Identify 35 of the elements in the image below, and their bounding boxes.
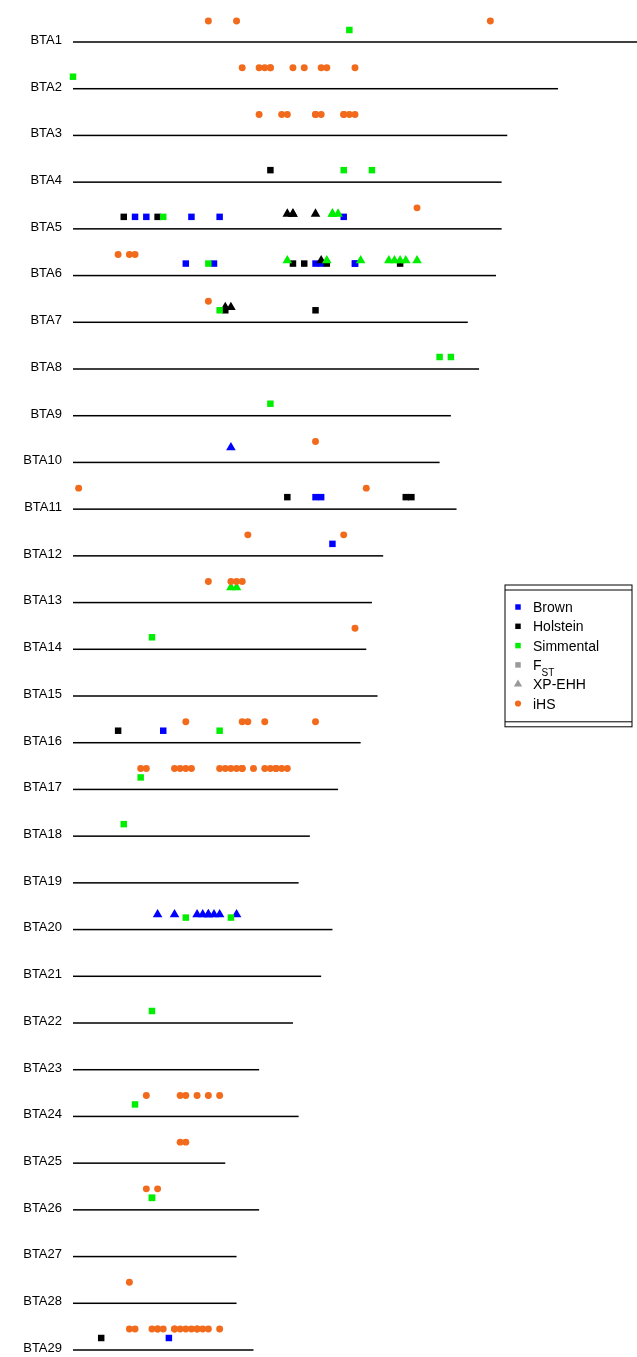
y-tick-label: BTA22 bbox=[23, 1012, 62, 1028]
y-tick-label: BTA29 bbox=[23, 1339, 62, 1355]
annotation: XP-EHH bbox=[533, 676, 586, 693]
y-tick-label: BTA28 bbox=[23, 1293, 62, 1309]
annotation: F$_{ST}$ bbox=[533, 656, 555, 678]
y-tick-label: BTA6 bbox=[30, 265, 62, 281]
y-tick-label: BTA27 bbox=[23, 1246, 62, 1262]
legend-label: Brown bbox=[533, 599, 573, 615]
y-tick-label: BTA25 bbox=[23, 1152, 62, 1168]
y-tick-label: BTA26 bbox=[23, 1199, 62, 1215]
y-tick-label: BTA11 bbox=[24, 498, 62, 514]
y-tick-label: BTA7 bbox=[30, 312, 62, 328]
y-tick-label: BTA3 bbox=[30, 125, 62, 141]
y-tick-label: BTA9 bbox=[30, 405, 62, 421]
legend-label: Simmental bbox=[533, 637, 600, 654]
legend-label: Holstein bbox=[533, 618, 584, 635]
y-tick-label: BTA14 bbox=[23, 639, 62, 655]
y-tick-label: BTA24 bbox=[23, 1106, 62, 1122]
y-tick-label: BTA8 bbox=[30, 358, 62, 374]
y-tick-label: BTA15 bbox=[23, 685, 62, 701]
y-tick-label: BTA21 bbox=[23, 966, 62, 982]
y-tick-label: BTA17 bbox=[23, 779, 62, 795]
y-tick-label: BTA2 bbox=[30, 78, 62, 94]
y-tick-label: BTA10 bbox=[23, 452, 62, 468]
y-tick-label: BTA18 bbox=[23, 825, 62, 841]
y-tick-label: BTA13 bbox=[23, 592, 62, 608]
y-tick-label: BTA1 bbox=[30, 31, 62, 47]
y-tick-label: BTA5 bbox=[30, 218, 62, 234]
legend-label: iHS bbox=[533, 695, 556, 712]
y-tick-label: BTA4 bbox=[30, 171, 62, 187]
y-tick-label: BTA12 bbox=[23, 545, 62, 561]
y-tick-label: BTA16 bbox=[23, 732, 62, 748]
y-tick-label: BTA19 bbox=[23, 872, 62, 888]
y-tick-label: BTA23 bbox=[23, 1059, 62, 1075]
y-tick-label: BTA20 bbox=[23, 919, 62, 935]
